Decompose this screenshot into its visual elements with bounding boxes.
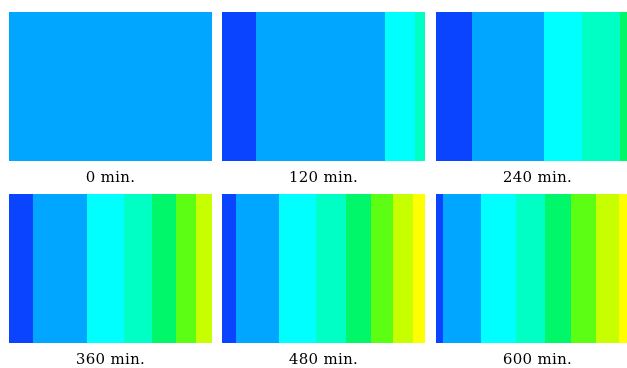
color-band — [570, 194, 596, 343]
color-band — [436, 194, 443, 343]
color-band — [123, 194, 152, 343]
color-band — [346, 194, 371, 343]
color-band — [9, 194, 33, 343]
panel-caption: 360 min. — [75, 350, 146, 368]
color-band — [480, 194, 516, 343]
panel-caption: 240 min. — [502, 168, 573, 186]
color-band — [86, 194, 124, 343]
color-band — [175, 194, 196, 343]
panel-600-min: 600 min. — [436, 194, 627, 368]
color-strip — [222, 194, 425, 343]
color-band — [370, 194, 393, 343]
panel-480-min: 480 min. — [222, 194, 425, 368]
panel-240-min: 240 min. — [436, 12, 627, 186]
color-band — [279, 194, 316, 343]
panel-caption: 480 min. — [288, 350, 359, 368]
panel-caption: 120 min. — [288, 168, 359, 186]
color-strip — [436, 194, 627, 343]
color-band — [9, 12, 212, 161]
color-band — [471, 12, 544, 161]
panel-0-min: 0 min. — [9, 12, 212, 186]
color-strip — [9, 194, 212, 343]
color-band — [151, 194, 176, 343]
color-band — [543, 12, 582, 161]
color-band — [222, 194, 236, 343]
color-band — [414, 12, 425, 161]
color-band — [595, 194, 619, 343]
color-band — [392, 194, 413, 343]
color-band — [581, 12, 620, 161]
color-band — [442, 194, 481, 343]
color-band — [315, 194, 346, 343]
color-band — [619, 12, 627, 161]
color-band — [222, 12, 256, 161]
color-band — [32, 194, 87, 343]
color-band — [436, 12, 472, 161]
color-band — [515, 194, 545, 343]
color-band — [255, 12, 385, 161]
color-band — [618, 194, 627, 343]
color-strip — [222, 12, 425, 161]
color-strip — [436, 12, 627, 161]
color-band — [384, 12, 415, 161]
panel-120-min: 120 min. — [222, 12, 425, 186]
panel-caption: 0 min. — [85, 168, 136, 186]
color-band — [236, 194, 280, 343]
color-band — [195, 194, 212, 343]
color-strip — [9, 12, 212, 161]
color-band — [544, 194, 571, 343]
panel-360-min: 360 min. — [9, 194, 212, 368]
color-band — [412, 194, 425, 343]
panel-caption: 600 min. — [502, 350, 573, 368]
